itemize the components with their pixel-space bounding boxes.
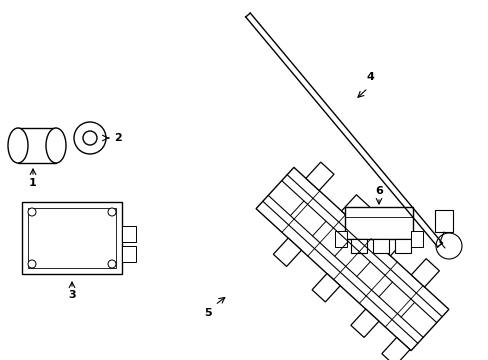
Circle shape [28, 208, 36, 216]
Text: 6: 6 [374, 186, 382, 196]
Text: 3: 3 [68, 290, 76, 300]
Polygon shape [350, 309, 378, 337]
Circle shape [435, 233, 461, 259]
Circle shape [108, 260, 116, 268]
Bar [22, 202, 122, 274]
Circle shape [108, 208, 116, 216]
Polygon shape [311, 274, 340, 302]
Polygon shape [256, 167, 448, 351]
Polygon shape [410, 258, 439, 287]
Bar [410, 231, 422, 247]
Bar [334, 231, 346, 247]
Bar [122, 246, 136, 262]
Polygon shape [376, 228, 405, 256]
Circle shape [83, 131, 97, 145]
Bar [28, 208, 116, 268]
Bar [122, 226, 136, 242]
Bar [345, 207, 412, 239]
Bar [18, 128, 56, 163]
Bar [350, 239, 366, 253]
Ellipse shape [8, 128, 28, 163]
Circle shape [74, 122, 106, 154]
Bar [434, 210, 452, 232]
Text: 2: 2 [114, 133, 122, 143]
Polygon shape [341, 195, 369, 223]
Bar [394, 239, 410, 253]
Ellipse shape [46, 128, 66, 163]
Text: 4: 4 [366, 72, 373, 82]
Polygon shape [305, 162, 333, 190]
Bar [372, 239, 388, 253]
Polygon shape [273, 238, 301, 266]
Text: 5: 5 [204, 308, 211, 318]
Text: 1: 1 [29, 178, 37, 188]
Circle shape [28, 260, 36, 268]
Polygon shape [381, 337, 409, 360]
